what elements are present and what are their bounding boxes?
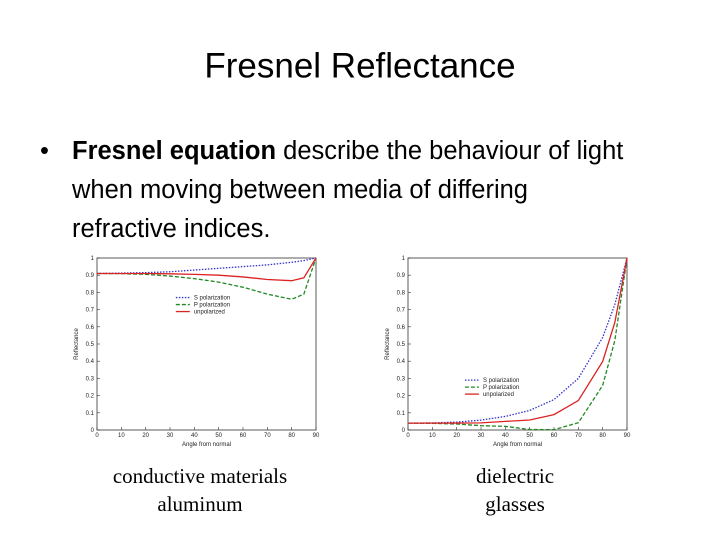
y-tick-label: 0.1 [86,411,95,417]
y-tick-label: 0.5 [397,342,406,348]
legend-label: unpolarized [483,392,514,398]
x-tick-label: 10 [118,433,125,439]
y-tick-label: 0.1 [397,411,406,417]
y-tick-label: 1 [91,256,95,262]
x-tick-label: 80 [599,433,606,439]
plot-frame [96,257,317,431]
legend-label: S polarization [483,378,519,384]
x-tick-label: 70 [264,433,271,439]
y-tick-label: 0.6 [397,325,406,331]
legend-label: P polarization [483,385,519,391]
y-tick-label: 0.6 [86,325,95,331]
series-line [407,257,628,424]
y-tick-label: 0.9 [86,273,95,279]
y-tick-label: 0 [91,428,95,434]
y-tick-label: 0.8 [86,290,95,296]
y-tick-label: 0.2 [86,394,95,400]
series-line [407,257,628,431]
x-tick-label: 80 [288,433,295,439]
y-tick-label: 0.9 [397,273,406,279]
x-tick-label: 20 [142,433,149,439]
y-axis-label: Reflectance [385,327,391,359]
x-tick-label: 30 [167,433,174,439]
bullet-dot: • [40,137,49,165]
x-tick-label: 50 [526,433,533,439]
y-tick-label: 0.3 [86,376,95,382]
chart-caption: conductive materials [113,464,287,488]
x-tick-label: 30 [478,433,485,439]
x-axis-label: Angle from normal [493,442,542,448]
x-tick-label: 10 [429,433,436,439]
y-tick-label: 0.7 [397,308,406,314]
x-tick-label: 40 [502,433,509,439]
y-tick-label: 0.5 [86,342,95,348]
y-tick-label: 0.3 [397,376,406,382]
chart-caption: glasses [485,492,545,516]
chart-caption: aluminum [157,492,242,516]
x-tick-label: 20 [453,433,460,439]
y-axis-label: Reflectance [74,327,80,359]
y-tick-label: 0.4 [86,359,95,365]
x-tick-label: 90 [313,433,320,439]
legend-label: unpolarized [194,310,225,316]
x-axis-label: Angle from normal [182,442,231,448]
bold-term: Fresnel equation [72,137,277,165]
x-tick-label: 0 [406,433,410,439]
x-tick-label: 60 [240,433,247,439]
x-tick-label: 60 [551,433,558,439]
x-tick-label: 70 [575,433,582,439]
y-tick-label: 0.4 [397,359,406,365]
chart-caption: dielectric [476,464,554,488]
y-tick-label: 0.8 [397,290,406,296]
series-line [408,257,628,424]
y-tick-label: 1 [402,256,406,262]
bullet-rest: describe the behaviour of light when mov… [72,137,624,243]
x-tick-label: 50 [215,433,222,439]
y-tick-label: 0.7 [86,308,95,314]
series-line [96,257,317,275]
y-tick-label: 0 [402,428,406,434]
slide-title: Fresnel Reflectance [204,46,515,85]
x-tick-label: 40 [191,433,198,439]
legend-label: P polarization [194,303,230,309]
series-line [96,257,317,300]
series-line [97,257,317,282]
x-tick-label: 0 [95,433,99,439]
y-tick-label: 0.2 [397,394,406,400]
bullet-text: Fresnel equation describe the behaviour … [72,132,632,249]
legend-label: S polarization [194,296,230,302]
x-tick-label: 90 [624,433,631,439]
plot-frame [407,257,628,431]
